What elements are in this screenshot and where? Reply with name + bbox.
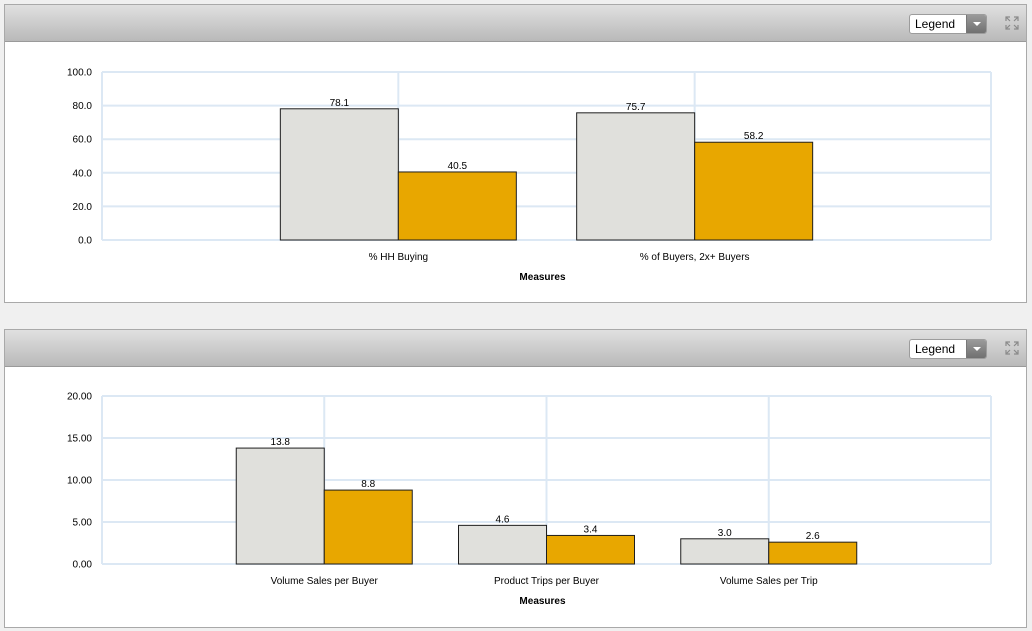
panel-header: Legend bbox=[5, 5, 1026, 42]
y-tick-label: 80.0 bbox=[73, 101, 93, 112]
bar-value-label: 8.8 bbox=[361, 479, 375, 490]
bar[interactable] bbox=[458, 524, 547, 565]
y-tick-label: 20.0 bbox=[73, 202, 93, 213]
bar-chart-2: 0.00 5.00 10.00 15.00 20.00 13.8 8.8 Volume Sal… bbox=[67, 392, 992, 607]
bar[interactable] bbox=[323, 489, 413, 565]
expand-arrows-icon[interactable] bbox=[1004, 340, 1020, 356]
y-tick-label: 15.00 bbox=[67, 434, 92, 445]
category-label: Volume Sales per Trip bbox=[720, 576, 818, 587]
bar-value-label: 2.6 bbox=[806, 531, 820, 542]
chevron-down-icon bbox=[966, 15, 986, 33]
panel-header: Legend bbox=[5, 330, 1026, 367]
chart-panel-1: Legend 0.0 20.0 40.0 60.0 80.0 100.0 78.1 40.5%… bbox=[4, 4, 1027, 303]
bar[interactable] bbox=[279, 108, 399, 241]
y-tick-label: 60.0 bbox=[73, 135, 93, 146]
bar-value-label: 75.7 bbox=[626, 102, 646, 113]
chart-panel-2: Legend 0.00 5.00 10.00 15.00 20.00 13.8 8.8 Vol… bbox=[4, 329, 1027, 628]
bar-value-label: 78.1 bbox=[330, 98, 350, 109]
bar-value-label: 3.4 bbox=[584, 524, 598, 535]
bar-value-label: 58.2 bbox=[744, 131, 764, 142]
legend-dropdown[interactable]: Legend bbox=[909, 339, 987, 359]
bar[interactable] bbox=[694, 141, 814, 241]
y-tick-label: 20.00 bbox=[67, 392, 92, 403]
y-tick-label: 5.00 bbox=[73, 518, 93, 529]
legend-dropdown[interactable]: Legend bbox=[909, 14, 987, 34]
y-tick-label: 100.0 bbox=[67, 68, 92, 79]
bar[interactable] bbox=[768, 541, 858, 565]
bar[interactable] bbox=[546, 534, 635, 565]
bar-value-label: 4.6 bbox=[496, 514, 510, 525]
category-label: Volume Sales per Buyer bbox=[271, 576, 379, 587]
bar[interactable] bbox=[680, 538, 770, 565]
y-tick-label: 10.00 bbox=[67, 476, 92, 487]
bar[interactable] bbox=[576, 112, 696, 241]
bar-chart-1: 0.0 20.0 40.0 60.0 80.0 100.0 78.1 40.5 % HH Buy… bbox=[67, 68, 992, 283]
bar[interactable] bbox=[397, 171, 517, 241]
bar-value-label: 3.0 bbox=[718, 528, 732, 539]
bar-value-label: 13.8 bbox=[271, 437, 291, 448]
legend-dropdown-label: Legend bbox=[915, 17, 956, 31]
x-axis-title: Measures bbox=[519, 596, 566, 607]
chevron-down-icon bbox=[966, 340, 986, 358]
category-label: % of Buyers, 2x+ Buyers bbox=[640, 252, 750, 263]
category-label: Product Trips per Buyer bbox=[494, 576, 600, 587]
y-tick-label: 0.00 bbox=[73, 560, 93, 571]
legend-dropdown-label: Legend bbox=[915, 342, 956, 356]
bar-value-label: 40.5 bbox=[448, 161, 468, 172]
y-tick-label: 40.0 bbox=[73, 168, 93, 179]
bar[interactable] bbox=[235, 447, 325, 565]
expand-arrows-icon[interactable] bbox=[1004, 15, 1020, 31]
y-tick-label: 0.0 bbox=[78, 236, 92, 247]
category-label: % HH Buying bbox=[369, 252, 428, 263]
x-axis-title: Measures bbox=[519, 272, 566, 283]
